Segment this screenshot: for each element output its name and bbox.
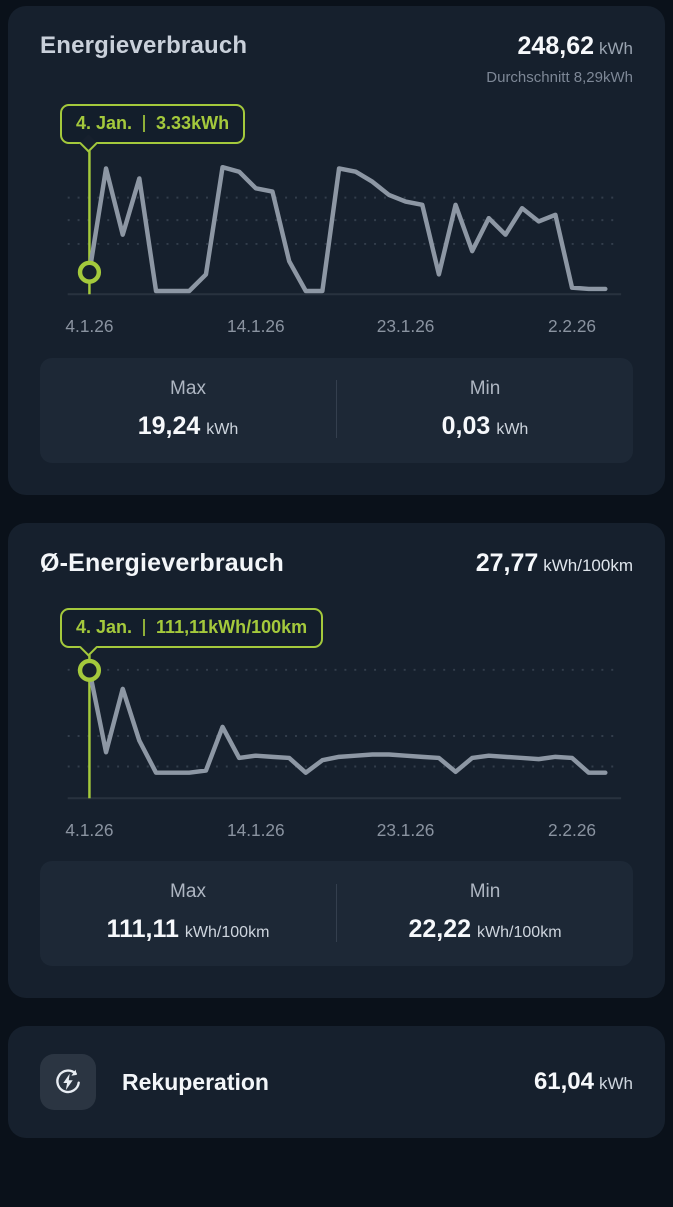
recuperation-unit: kWh [599,1074,633,1094]
energy-stat-min: Min 0,03 kWh [337,378,633,441]
recuperation-title: Rekuperation [122,1068,269,1095]
tooltip-value: 111,11kWh/100km [156,616,308,637]
avg-total-unit: kWh/100km [543,555,633,575]
energy-average-text: Durchschnitt 8,29kWh [486,69,633,86]
x-tick-label: 23.1.26 [377,820,435,840]
energy-card-title: Energieverbrauch [40,32,248,59]
stats-divider [336,380,337,439]
avg-energy-chart[interactable]: 4.1.26 14.1.26 23.1.26 2.2.26 [40,651,633,846]
avg-stat-min: Min 22,22 kWh/100km [337,881,633,944]
max-number: 19,24 [137,411,201,440]
x-tick-label: 2.2.26 [548,316,596,336]
avg-card-header: Ø-Energieverbrauch 27,77 kWh/100km [40,549,633,578]
avg-energy-consumption-card: Ø-Energieverbrauch 27,77 kWh/100km 4. Jan… [8,522,665,999]
x-tick-label: 14.1.26 [227,820,285,840]
tooltip-date: 4. Jan. [76,113,133,133]
min-unit: kWh/100km [477,924,562,942]
avg-chart-tooltip: 4. Jan. 111,11kWh/100km [60,607,324,657]
series-line [87,164,608,294]
energy-stat-max: Max 19,24 kWh [40,378,336,441]
energy-consumption-card: Energieverbrauch 248,62 kWh Durchschnitt … [8,6,665,495]
x-tick-label: 14.1.26 [227,316,285,336]
tooltip-date: 4. Jan. [76,616,133,637]
min-unit: kWh [496,420,529,438]
max-value: 111,11 kWh/100km [40,915,336,944]
max-value: 19,24 kWh [40,412,336,441]
x-tick-label: 2.2.26 [548,820,596,840]
tooltip-separator [143,115,146,132]
max-label: Max [170,377,206,399]
recuperation-number: 61,04 [533,1068,594,1096]
energy-stats-box: Max 19,24 kWh Min 0,03 kWh [40,357,633,463]
recuperation-value: 61,04 kWh [534,1068,633,1096]
min-value: 0,03 kWh [337,412,633,441]
energy-chart[interactable]: 4.1.26 14.1.26 23.1.26 2.2.26 [40,148,633,342]
max-unit: kWh [206,420,239,438]
avg-card-title: Ø-Energieverbrauch [40,548,284,577]
max-label: Max [170,881,206,903]
x-tick-label: 4.1.26 [65,316,113,336]
series-line [87,667,608,775]
min-value: 22,22 kWh/100km [337,915,633,944]
energy-total-value: 248,62 [517,32,594,60]
tooltip-value: 3.33kWh [156,113,230,133]
energy-total-unit: kWh [599,39,633,58]
max-number: 111,11 [106,915,179,944]
selection-ring [77,260,102,284]
stats-divider [336,883,337,942]
max-unit: kWh/100km [184,924,270,942]
min-number: 0,03 [441,411,491,440]
energy-total: 248,62 kWh [518,32,633,61]
avg-chart-block: 4. Jan. 111,11kWh/100km 4.1.26 14.1.26 23.… [40,578,633,846]
selection-ring [77,658,102,682]
x-tick-label: 23.1.26 [377,316,435,336]
energy-chart-block: 4. Jan. 3.33kWh 4.1.26 14.1.26 23.1.26 2.2.… [40,86,633,342]
avg-total: 27,77 kWh/100km [476,549,633,578]
recuperation-icon [56,1069,80,1094]
energy-chart-tooltip: 4. Jan. 3.33kWh [60,104,246,153]
tooltip-separator [143,618,146,636]
energy-card-header: Energieverbrauch 248,62 kWh [40,32,633,61]
avg-stat-max: Max 111,11 kWh/100km [40,881,336,944]
min-label: Min [469,377,501,399]
min-number: 22,22 [408,915,472,944]
min-label: Min [469,881,501,903]
recuperation-icon-box [40,1054,96,1111]
avg-stats-box: Max 111,11 kWh/100km Min 22,22 kWh/100km [40,861,633,967]
recuperation-row[interactable]: Rekuperation 61,04 kWh [8,1026,665,1139]
x-tick-label: 4.1.26 [65,820,113,840]
avg-total-value: 27,77 [475,548,539,577]
